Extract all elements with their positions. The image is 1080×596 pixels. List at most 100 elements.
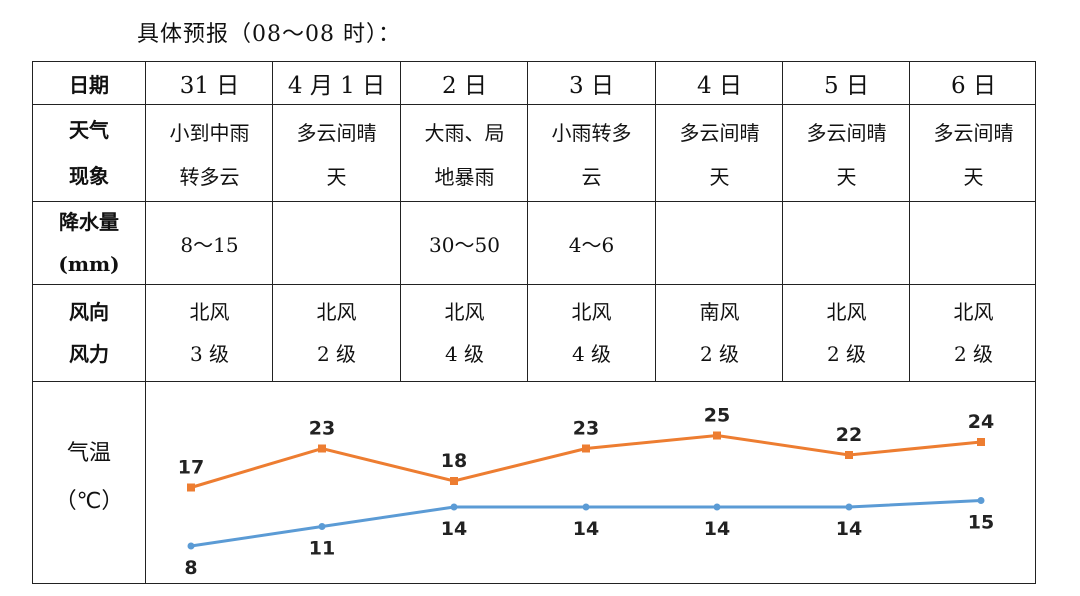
high-temp-point [977, 438, 985, 446]
low-temp-point [845, 503, 853, 511]
date-cell: 5 日 [824, 73, 869, 99]
high-temp-line [190, 433, 982, 489]
column-divider [782, 62, 783, 381]
wind-cell: 北风 2 级 [783, 285, 910, 381]
low-temp-point [713, 503, 721, 511]
weather-cell: 多云间晴天 [783, 105, 910, 201]
row-label-temp: 气温 （℃） [33, 382, 145, 582]
weather-text: 地暴雨 [434, 165, 495, 189]
wind-direction: 南风 [699, 300, 740, 324]
wind-level: 4 级 [571, 342, 612, 366]
row-label-date: 日期 [69, 72, 109, 97]
row-label-precip-line1: 降水量 [59, 210, 119, 234]
wind-direction: 北风 [316, 300, 357, 324]
weather-text: 大雨、局 [424, 121, 505, 145]
weather-text: 天 [709, 165, 730, 189]
low-temp-label: 15 [968, 512, 994, 534]
high-temp-point [318, 444, 326, 453]
row-label-wind-line1: 风向 [69, 300, 109, 324]
date-cell: 31 日 [179, 73, 240, 99]
date-cell: 4 月 1 日 [287, 73, 386, 99]
row-divider [33, 201, 1035, 202]
low-temp-label: 14 [704, 518, 730, 540]
row-label-precip-line2: (mm) [58, 252, 120, 276]
wind-level: 4 级 [444, 342, 485, 366]
row-label-weather-line2: 现象 [69, 164, 109, 188]
wind-direction: 北风 [444, 300, 485, 324]
wind-cell: 北风 4 级 [528, 285, 655, 381]
wind-direction: 北风 [826, 300, 867, 324]
wind-level: 3 级 [189, 342, 230, 366]
high-temp-label: 25 [704, 405, 730, 427]
forecast-heading: 具体预报（08～08 时）： [137, 22, 401, 47]
weather-text: 转多云 [179, 165, 240, 189]
row-divider [33, 284, 1035, 285]
high-temp-point [187, 483, 195, 492]
column-divider [145, 62, 146, 583]
weather-cell: 多云间晴天 [656, 105, 783, 201]
precip-cell: 8～15 [180, 232, 239, 257]
high-temp-point [713, 431, 721, 440]
weather-cell: 多云间晴天 [273, 105, 400, 201]
date-cell: 4 日 [697, 73, 742, 99]
weather-text: 多云间晴 [933, 121, 1014, 145]
high-temp-label: 17 [178, 457, 204, 479]
low-temp-point [450, 503, 458, 511]
precip-cell: 30～50 [429, 232, 500, 257]
wind-level: 2 级 [316, 342, 357, 366]
weather-text: 天 [836, 165, 857, 189]
precip-cell: 4～6 [568, 232, 615, 257]
weather-text: 多云间晴 [679, 121, 760, 145]
row-label-precip: 降水量 (mm) [33, 202, 145, 284]
column-divider [655, 62, 656, 381]
weather-text: 多云间晴 [806, 121, 887, 145]
wind-cell: 北风 3 级 [146, 285, 273, 381]
row-label-weather-line1: 天气 [69, 118, 109, 142]
row-label-weather: 天气 现象 [33, 105, 145, 201]
high-temp-label: 23 [573, 418, 599, 440]
low-temp-label: 8 [184, 557, 197, 579]
weather-cell: 多云间晴天 [910, 105, 1037, 201]
high-temp-point [845, 451, 853, 459]
low-temp-label: 14 [441, 518, 467, 540]
low-temp-label: 14 [836, 518, 862, 540]
wind-cell: 南风 2 级 [656, 285, 783, 381]
low-temp-point [187, 542, 195, 550]
wind-cell: 北风 2 级 [273, 285, 400, 381]
wind-level: 2 级 [953, 342, 994, 366]
wind-cell: 北风 2 级 [910, 285, 1037, 381]
weather-text: 天 [326, 165, 347, 189]
row-label-wind-line2: 风力 [69, 342, 109, 366]
low-temp-point [582, 503, 590, 511]
weather-text: 小雨转多 [551, 121, 632, 145]
column-divider [400, 62, 401, 381]
column-divider [527, 62, 528, 381]
date-cell: 2 日 [442, 73, 487, 99]
high-temp-label: 18 [441, 450, 467, 472]
high-temp-label: 23 [309, 418, 335, 440]
wind-direction: 北风 [189, 300, 230, 324]
weather-text: 云 [581, 165, 602, 189]
low-temp-label: 14 [573, 518, 599, 540]
wind-level: 2 级 [699, 342, 740, 366]
weather-text: 多云间晴 [296, 121, 377, 145]
wind-level: 2 级 [826, 342, 867, 366]
weather-text: 天 [963, 165, 984, 189]
row-label-wind: 风向 风力 [33, 285, 145, 381]
row-divider [33, 381, 1035, 382]
weather-cell: 小到中雨 转多云 [146, 105, 273, 201]
date-cell: 3 日 [569, 73, 614, 99]
low-temp-label: 11 [309, 538, 335, 560]
low-temp-point [318, 523, 326, 530]
weather-cell: 小雨转多云 [528, 105, 655, 201]
low-temp-point [977, 497, 985, 504]
column-divider [909, 62, 910, 381]
weather-cell: 大雨、局 地暴雨 [401, 105, 528, 201]
weather-text: 小到中雨 [169, 121, 250, 145]
wind-cell: 北风 4 级 [401, 285, 528, 381]
high-temp-point [582, 444, 590, 453]
row-label-temp-line2: （℃） [54, 489, 124, 514]
date-cell: 6 日 [951, 73, 996, 99]
row-divider [33, 104, 1035, 105]
